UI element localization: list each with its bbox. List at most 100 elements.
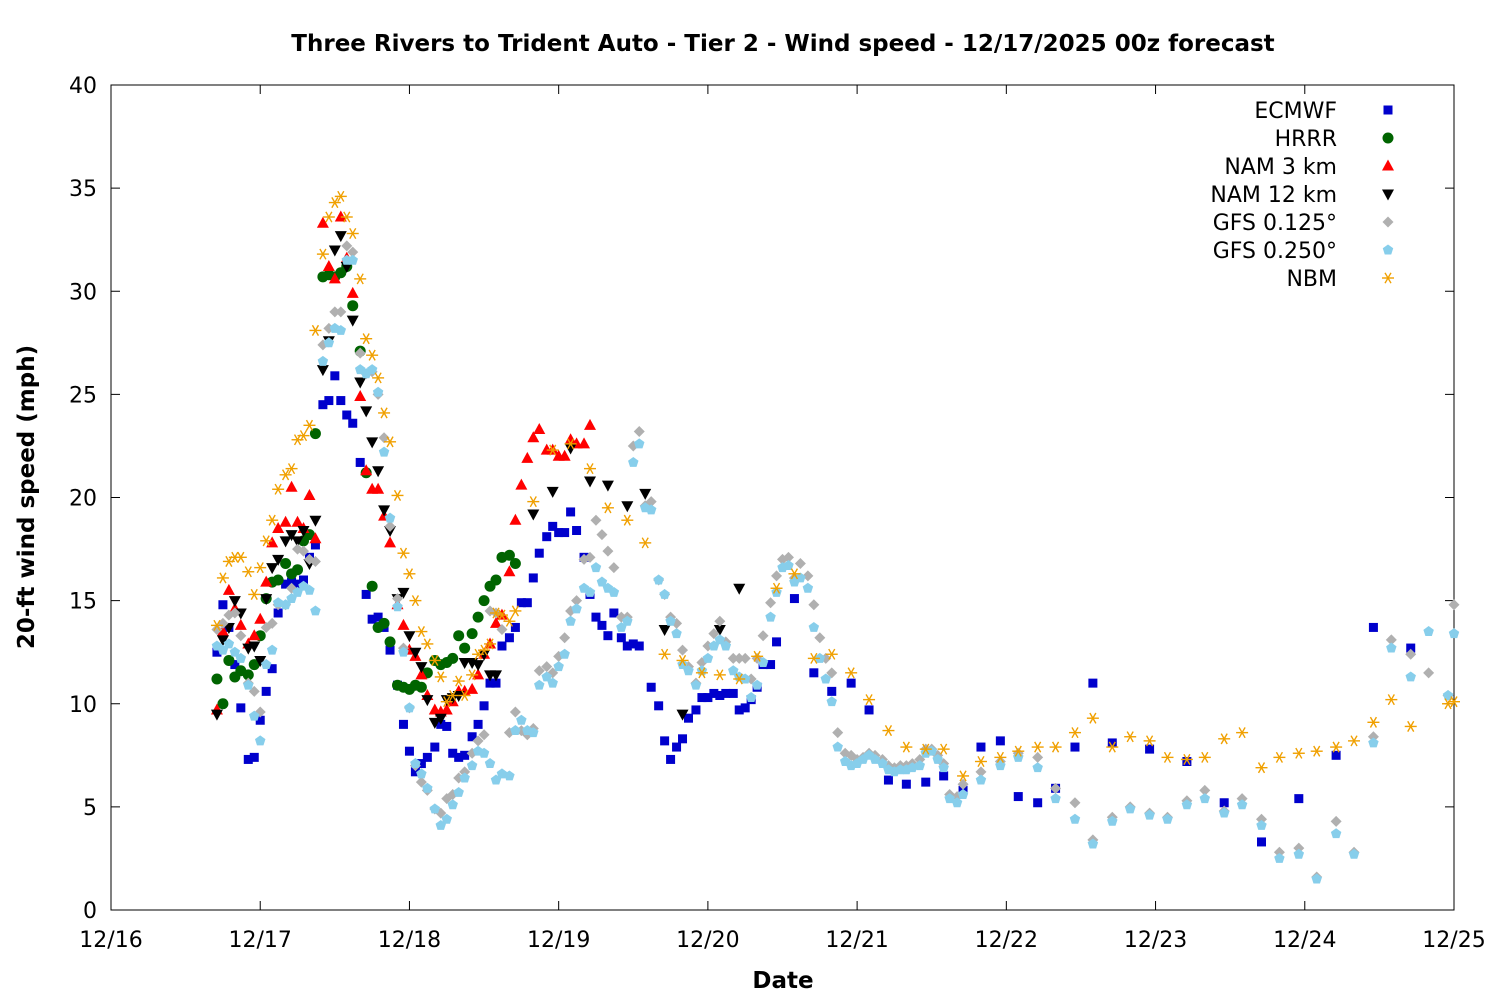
x-tick-label: 12/16 bbox=[79, 928, 142, 953]
point-nam-12-km bbox=[372, 466, 385, 478]
point-ecmwf bbox=[939, 771, 949, 781]
point-nam-12-km bbox=[334, 231, 347, 243]
point-gfs-0-125 bbox=[602, 545, 614, 557]
point-nbm bbox=[509, 605, 522, 617]
point-nbm bbox=[621, 514, 634, 526]
point-nam-12-km bbox=[527, 509, 540, 521]
point-nam-12-km bbox=[260, 594, 273, 606]
point-gfs-0-250 bbox=[528, 727, 539, 738]
point-gfs-0-250 bbox=[1330, 828, 1342, 839]
point-nam-12-km bbox=[366, 437, 379, 449]
point-ecmwf bbox=[510, 622, 520, 632]
point-nam-3-km bbox=[564, 433, 577, 445]
point-gfs-0-125 bbox=[1330, 815, 1342, 827]
point-nam-3-km bbox=[558, 449, 571, 461]
point-ecmwf bbox=[1406, 643, 1416, 653]
point-ecmwf bbox=[660, 736, 670, 746]
point-nbm bbox=[216, 572, 229, 584]
x-axis-title: Date bbox=[752, 968, 813, 994]
point-ecmwf bbox=[654, 701, 664, 711]
point-gfs-0-125 bbox=[378, 432, 390, 444]
point-gfs-0-250 bbox=[392, 601, 403, 612]
legend-label: GFS 0.125° bbox=[1213, 211, 1337, 236]
point-ecmwf bbox=[287, 577, 297, 587]
point-nbm bbox=[409, 595, 422, 607]
point-gfs-0-125 bbox=[739, 652, 751, 664]
point-ecmwf bbox=[367, 614, 377, 624]
point-gfs-0-250 bbox=[653, 574, 664, 585]
point-nbm bbox=[919, 743, 932, 755]
point-nbm bbox=[260, 535, 273, 547]
point-nam-12-km bbox=[478, 649, 491, 661]
point-ecmwf bbox=[672, 742, 682, 752]
point-nbm bbox=[478, 644, 491, 656]
point-ecmwf bbox=[479, 701, 489, 711]
point-nam-12-km bbox=[713, 625, 726, 636]
point-ecmwf bbox=[416, 759, 426, 769]
x-tick-label: 12/20 bbox=[676, 928, 739, 953]
point-gfs-0-250 bbox=[335, 324, 347, 335]
point-ecmwf bbox=[1107, 738, 1117, 748]
point-gfs-0-250 bbox=[347, 254, 358, 265]
point-nbm bbox=[366, 349, 379, 361]
point-nbm bbox=[1180, 753, 1193, 765]
point-ecmwf bbox=[504, 633, 514, 643]
x-tick-label: 12/23 bbox=[1124, 928, 1187, 953]
point-nam-12-km bbox=[285, 530, 298, 542]
point-nam-3-km bbox=[440, 703, 453, 715]
point-gfs-0-250 bbox=[975, 774, 987, 785]
point-gfs-0-250 bbox=[466, 760, 478, 771]
point-gfs-0-250 bbox=[384, 512, 396, 523]
point-ecmwf bbox=[554, 528, 564, 538]
point-ecmwf bbox=[336, 396, 346, 406]
point-gfs-0-250 bbox=[832, 741, 843, 752]
point-nam-3-km bbox=[584, 418, 597, 430]
point-nbm bbox=[254, 562, 267, 574]
point-gfs-0-125 bbox=[297, 545, 309, 557]
point-ecmwf bbox=[678, 734, 688, 744]
point-nbm bbox=[466, 669, 479, 681]
legend-marker-gfs-0-250 bbox=[1382, 244, 1394, 255]
point-nbm bbox=[328, 197, 341, 209]
point-ecmwf bbox=[467, 732, 477, 742]
point-nbm bbox=[1049, 741, 1062, 753]
point-ecmwf bbox=[460, 750, 470, 760]
point-nam-12-km bbox=[676, 709, 689, 721]
point-nam-12-km bbox=[564, 443, 577, 455]
point-nam-12-km bbox=[316, 365, 329, 377]
point-gfs-0-125 bbox=[596, 529, 608, 541]
point-ecmwf bbox=[528, 573, 538, 583]
point-nbm bbox=[937, 743, 950, 755]
point-hrrr bbox=[447, 652, 459, 664]
point-gfs-0-250 bbox=[1293, 848, 1305, 859]
point-gfs-0-250 bbox=[559, 648, 570, 659]
point-gfs-0-125 bbox=[975, 766, 987, 778]
point-nbm bbox=[564, 438, 577, 450]
point-ecmwf bbox=[995, 736, 1005, 746]
point-gfs-0-250 bbox=[771, 586, 782, 597]
point-nbm bbox=[440, 696, 453, 708]
point-nbm bbox=[403, 568, 416, 580]
point-nbm bbox=[1330, 741, 1343, 753]
point-nam-3-km bbox=[503, 565, 516, 577]
x-tick-label: 12/24 bbox=[1273, 928, 1336, 953]
point-hrrr bbox=[472, 611, 484, 623]
point-gfs-0-250 bbox=[366, 364, 378, 375]
point-nam-3-km bbox=[322, 260, 335, 271]
point-ecmwf bbox=[330, 371, 340, 381]
point-nam-12-km bbox=[421, 695, 434, 707]
series-nam-3-km bbox=[210, 210, 597, 717]
point-nbm bbox=[346, 227, 359, 240]
point-ecmwf bbox=[497, 641, 507, 651]
point-gfs-0-250 bbox=[808, 621, 820, 632]
point-nam-3-km bbox=[328, 272, 341, 284]
point-ecmwf bbox=[318, 400, 328, 410]
point-gfs-0-250 bbox=[1107, 815, 1118, 826]
point-nbm bbox=[279, 469, 292, 481]
y-tick-label: 35 bbox=[69, 177, 97, 202]
point-ecmwf bbox=[473, 719, 483, 729]
point-ecmwf bbox=[864, 705, 874, 715]
point-nam-12-km bbox=[216, 635, 229, 647]
point-gfs-0-250 bbox=[869, 753, 881, 764]
point-nam-12-km bbox=[434, 713, 447, 725]
